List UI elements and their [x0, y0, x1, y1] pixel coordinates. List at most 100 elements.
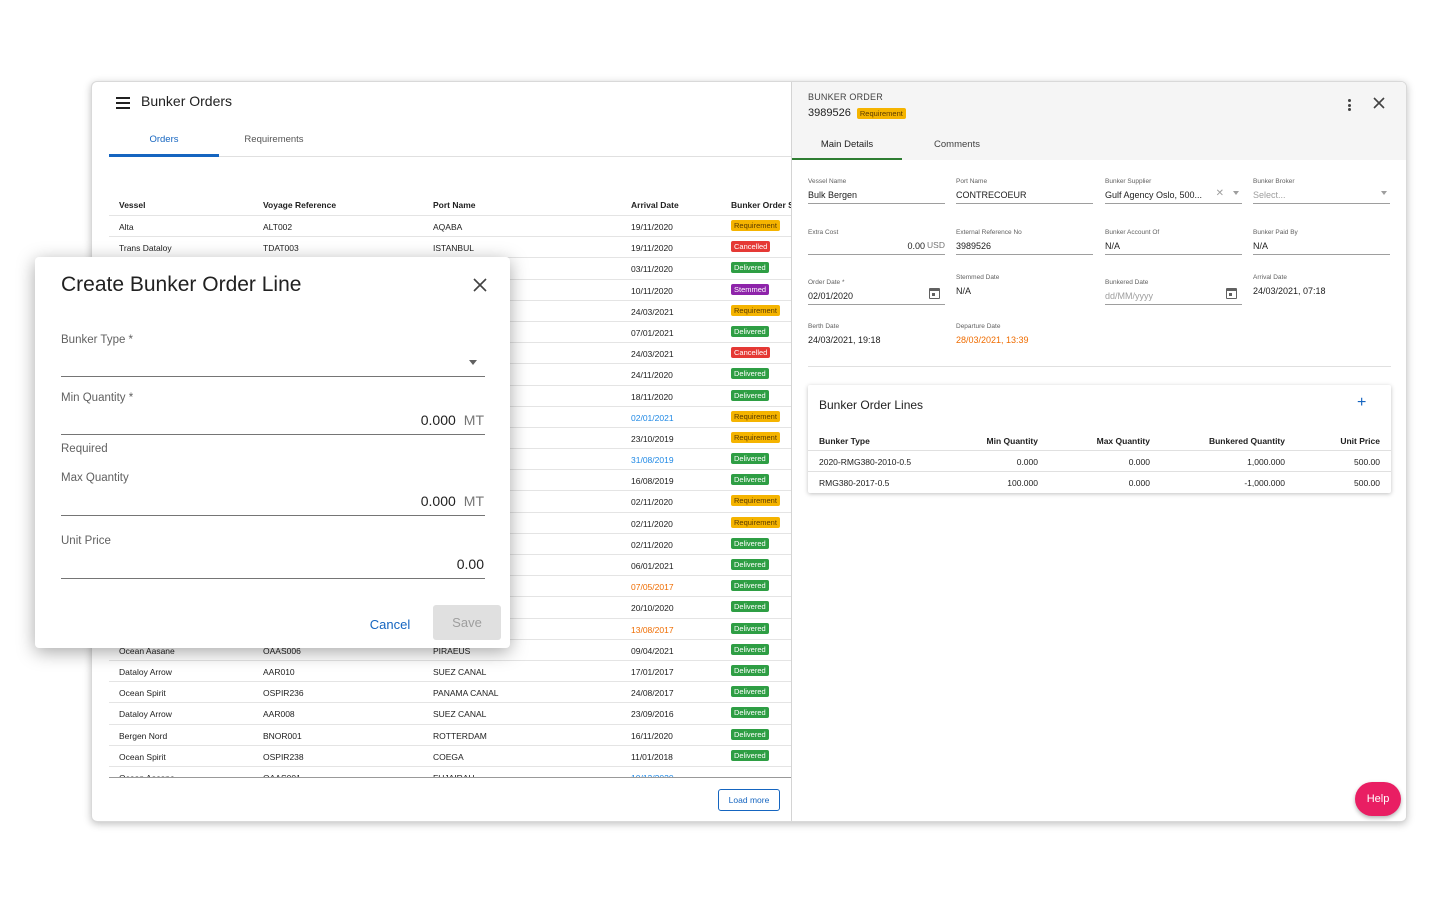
column-header-status[interactable]: Bunker Order St: [731, 200, 791, 210]
column-header-bunkered-quantity: Bunkered Quantity: [1208, 436, 1285, 446]
chevron-down-icon[interactable]: [469, 360, 477, 365]
status-badge: Requirement: [731, 431, 780, 443]
menu-icon[interactable]: [116, 97, 130, 109]
status-cell: Cancelled: [731, 347, 771, 359]
order-date-field[interactable]: Order Date * 02/01/2020: [808, 279, 945, 305]
status-cell: Delivered: [731, 749, 769, 761]
field-value: 3989526: [956, 241, 992, 251]
column-header-vessel[interactable]: Vessel: [119, 200, 146, 210]
bunker-account-of-field[interactable]: Bunker Account Of N/A: [1105, 229, 1242, 255]
arrival-date-field: Arrival Date 24/03/2021, 07:18: [1253, 274, 1390, 296]
bunker-supplier-select[interactable]: Bunker Supplier Gulf Agency Oslo, 500...…: [1105, 178, 1242, 204]
min-quantity: 0.000: [1016, 457, 1038, 467]
table-row[interactable]: 2020-RMG380-2010-0.5 0.000 0.000 1,000.0…: [808, 451, 1391, 472]
field-value: 0.00: [907, 241, 925, 251]
column-header-port[interactable]: Port Name: [433, 200, 476, 210]
vessel-cell: Bergen Nord: [119, 730, 168, 741]
chevron-down-icon[interactable]: [1381, 191, 1387, 195]
bunker-paid-by-field[interactable]: Bunker Paid By N/A: [1253, 229, 1390, 255]
currency-unit: USD: [927, 240, 945, 250]
table-row[interactable]: Alta ALT002 AQABA 19/11/2020 Requirement: [109, 216, 791, 238]
berth-date-field: Berth Date 24/03/2021, 19:18: [808, 323, 945, 345]
unit-price: 500.00: [1354, 457, 1380, 467]
chevron-down-icon[interactable]: [1233, 191, 1239, 195]
table-row[interactable]: Dataloy Arrow AAR008 SUEZ CANAL 23/09/2016 D…: [109, 703, 791, 725]
status-badge: Delivered: [731, 601, 769, 613]
tab-requirements[interactable]: Requirements: [244, 134, 304, 145]
unit-price-input[interactable]: [61, 551, 485, 579]
tab-main-details[interactable]: Main Details: [820, 139, 874, 150]
table-row[interactable]: Ocean Spirit OSPIR236 PANAMA CANAL 24/08/20…: [109, 682, 791, 704]
status-cell: Delivered: [731, 686, 769, 698]
save-button[interactable]: Save: [433, 605, 501, 640]
status-cell: Delivered: [731, 262, 769, 274]
more-options-icon[interactable]: [1348, 99, 1352, 111]
vessel-name-field[interactable]: Vessel Name Bulk Bergen: [808, 178, 945, 204]
arrival-date-cell: 24/03/2021: [631, 306, 674, 317]
table-row[interactable]: Ocean Spirit OSPIR238 COEGA 11/01/2018 Deliv…: [109, 746, 791, 767]
field-label: Bunker Supplier: [1105, 178, 1152, 185]
table-row[interactable]: Ocean Aasane OAAS006 PIRAEUS 09/04/2021 Deli…: [109, 640, 791, 661]
status-badge: Delivered: [731, 749, 769, 761]
vessel-cell: Ocean Spirit: [119, 688, 166, 699]
extra-cost-field[interactable]: Extra Cost 0.00 USD: [808, 229, 945, 255]
voyage-cell: OAAS001: [263, 772, 301, 778]
voyage-cell: OSPIR238: [263, 751, 304, 762]
status-cell: Requirement: [731, 495, 780, 507]
calendar-icon[interactable]: [1226, 288, 1237, 299]
required-hint: Required: [61, 443, 108, 455]
status-badge: Delivered: [731, 707, 769, 719]
field-label: Bunker Broker: [1253, 178, 1295, 185]
port-name-field[interactable]: Port Name CONTRECOEUR: [956, 178, 1093, 204]
field-value: Bulk Bergen: [808, 190, 858, 200]
max-quantity-input[interactable]: [61, 488, 485, 516]
status-cell: Delivered: [731, 580, 769, 592]
column-header-arrival[interactable]: Arrival Date: [631, 200, 679, 210]
external-reference-field[interactable]: External Reference No 3989526: [956, 229, 1093, 255]
table-row[interactable]: Bergen Nord BNOR001 ROTTERDAM 16/11/2020 Del…: [109, 725, 791, 746]
table-row[interactable]: Ocean Aasane OAAS001 FUJAIRAH 10/12/2020: [109, 767, 791, 778]
min-quantity-input[interactable]: [61, 407, 485, 435]
unit-price: 500.00: [1354, 478, 1380, 488]
arrival-date-cell: 31/08/2019: [631, 455, 674, 466]
field-label: Vessel Name: [808, 178, 847, 185]
bunkered-date-field[interactable]: Bunkered Date dd/MM/yyyy: [1105, 279, 1242, 305]
help-button[interactable]: Help: [1355, 782, 1401, 816]
tab-comments[interactable]: Comments: [934, 139, 980, 150]
field-label: Departure Date: [956, 323, 1001, 330]
detail-label: BUNKER ORDER: [808, 92, 883, 102]
arrival-date-cell: 24/11/2020: [631, 370, 673, 381]
tab-orders[interactable]: Orders: [149, 134, 179, 145]
port-cell: PIRAEUS: [433, 645, 471, 656]
close-icon[interactable]: [472, 277, 488, 293]
arrival-date-cell: 16/08/2019: [631, 476, 674, 487]
port-cell: SUEZ CANAL: [433, 666, 487, 677]
max-quantity-label: Max Quantity: [61, 472, 129, 484]
field-value: N/A: [956, 286, 972, 296]
field-value: CONTRECOEUR: [956, 190, 1027, 200]
status-cell: Requirement: [731, 431, 780, 443]
add-line-icon[interactable]: +: [1357, 394, 1367, 411]
arrival-date-cell: 09/04/2021: [631, 645, 674, 656]
field-label: Stemmed Date: [956, 274, 1000, 281]
table-row[interactable]: RMG380-2017-0.5 100.000 0.000 -1,000.000…: [808, 472, 1391, 493]
status-badge: Delivered: [731, 474, 769, 486]
status-cell: Delivered: [731, 325, 769, 337]
bunker-broker-select[interactable]: Bunker Broker Select...: [1253, 178, 1390, 204]
field-value: N/A: [1105, 241, 1121, 251]
bunker-type-select[interactable]: [61, 353, 485, 377]
vessel-cell: Ocean Aasane: [119, 645, 175, 656]
clear-icon[interactable]: ✕: [1215, 188, 1224, 199]
cancel-button[interactable]: Cancel: [357, 607, 423, 641]
table-row[interactable]: Trans Dataloy TDAT003 ISTANBUL 19/11/2020 Ca…: [109, 237, 791, 259]
table-row[interactable]: Dataloy Arrow AAR010 SUEZ CANAL 17/01/2017 D…: [109, 661, 791, 683]
arrival-date-cell: 03/11/2020: [631, 264, 673, 275]
vessel-cell: Dataloy Arrow: [119, 709, 172, 720]
status-badge: Requirement: [856, 108, 906, 119]
status-badge: Delivered: [731, 537, 769, 549]
close-icon[interactable]: [1372, 96, 1386, 110]
load-more-button[interactable]: Load more: [718, 789, 780, 811]
port-cell: SUEZ CANAL: [433, 709, 487, 720]
calendar-icon[interactable]: [929, 288, 940, 299]
column-header-voyage[interactable]: Voyage Reference: [263, 200, 337, 210]
